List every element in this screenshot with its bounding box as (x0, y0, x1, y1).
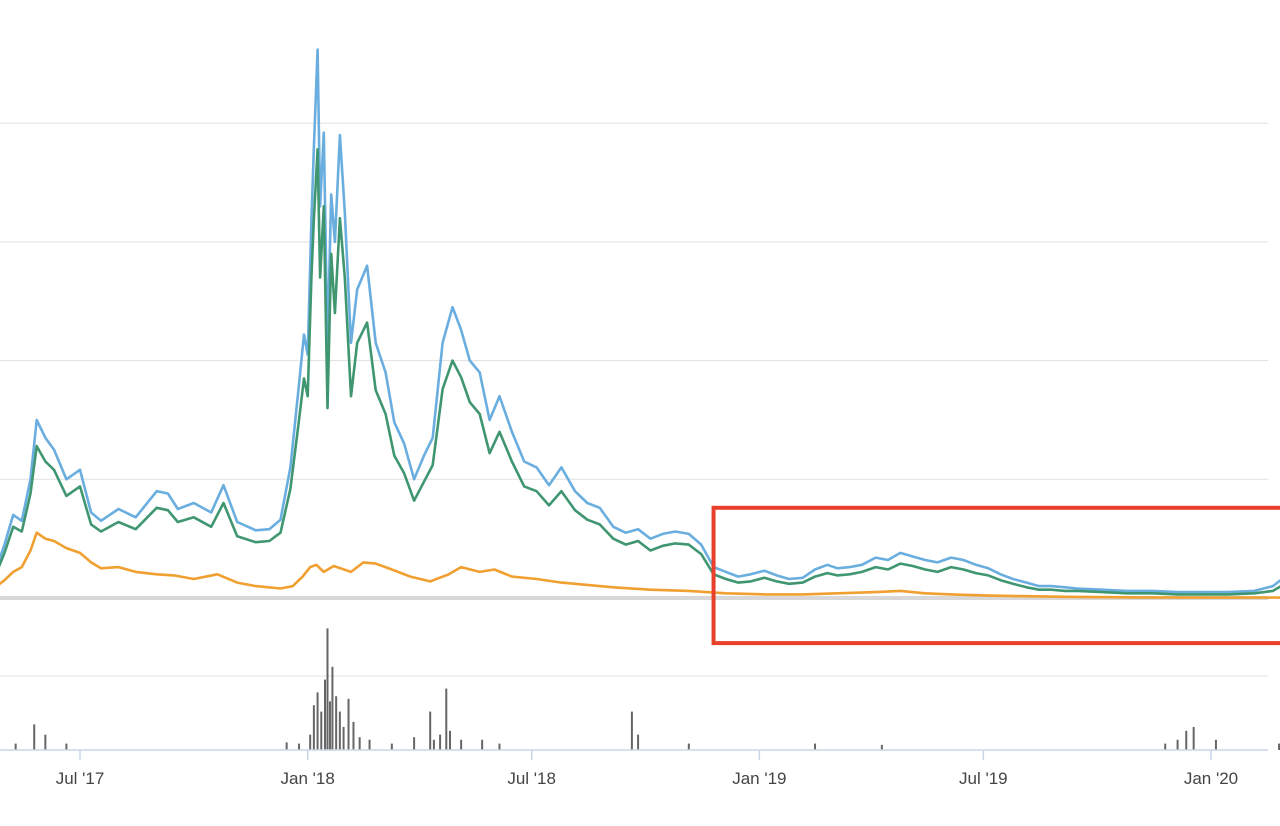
volume-bar (320, 711, 323, 750)
volume-bar (1164, 743, 1167, 750)
volume-bar (498, 743, 501, 750)
volume-bar (352, 721, 355, 750)
volume-bar (33, 724, 36, 750)
volume-bar (316, 692, 319, 750)
volume-bar (312, 705, 315, 750)
volume-bar (814, 743, 817, 750)
volume-bar (65, 743, 68, 750)
volume-bar (309, 734, 312, 750)
volume-bar (331, 666, 334, 750)
x-axis: Jul '17 Jan '18 Jul '18 Jan '19 Jul '19 Jan '… (0, 749, 1268, 788)
volume-bar (481, 739, 484, 750)
volume-bar (1185, 730, 1188, 750)
volume-bar (390, 743, 393, 750)
volume-bar (368, 739, 371, 750)
volume-bar (285, 742, 288, 750)
volume-bar (324, 679, 327, 750)
volume-bar (432, 739, 435, 750)
volume-bar (328, 701, 331, 750)
series-layer (0, 48, 1280, 599)
volume-bar (14, 743, 17, 750)
volume-bar (448, 730, 451, 750)
volume-bar (338, 711, 341, 750)
x-tick-label: Jul '18 (507, 769, 556, 788)
x-tick-label: Jan '20 (1184, 769, 1238, 788)
series-line-2 (0, 148, 1280, 596)
volume-bar (630, 711, 633, 750)
x-tick-label: Jul '17 (56, 769, 105, 788)
volume-bar (1176, 739, 1179, 750)
volume-bar (326, 628, 329, 750)
volume-bar (1214, 739, 1217, 750)
volume-bar (44, 734, 47, 750)
volume-bar (460, 739, 463, 750)
volume-bar (637, 734, 640, 750)
volume-bar (298, 743, 301, 750)
x-tick-label: Jan '19 (732, 769, 786, 788)
volume-bar (1278, 743, 1280, 750)
series-line-3 (0, 531, 1280, 599)
volume-bar (445, 688, 448, 750)
annotation-layer (711, 505, 1280, 646)
volume-bar (439, 734, 442, 750)
volume-bar (1192, 726, 1195, 750)
volume-bar (429, 711, 432, 750)
x-tick-label: Jan '18 (281, 769, 335, 788)
volume-bar (687, 743, 690, 750)
volume-bar (342, 726, 345, 750)
volume-bar (413, 737, 416, 750)
grid-layer (0, 122, 1268, 677)
series-line-1 (0, 48, 1280, 594)
volume-bar (335, 696, 338, 750)
highlight-rectangle (711, 505, 1280, 646)
volume-bar (347, 698, 350, 750)
volume-bar (880, 744, 883, 750)
volume-layer (14, 628, 1280, 750)
volume-bar (358, 737, 361, 750)
x-tick-label: Jul '19 (959, 769, 1008, 788)
